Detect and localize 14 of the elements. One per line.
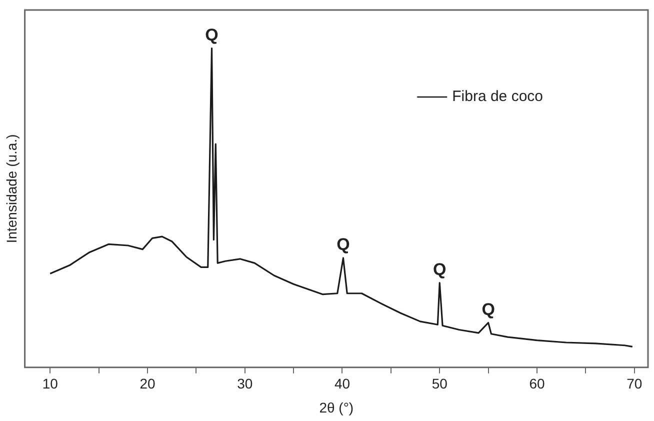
x-axis-title: 2θ (°)	[319, 399, 354, 416]
annotation: Q	[433, 260, 446, 280]
x-tick-label: 30	[237, 376, 253, 392]
annotation: Q	[205, 25, 218, 44]
x-tick-label: 50	[432, 376, 448, 392]
annotation: Q	[336, 235, 350, 254]
annotation: Q	[482, 300, 495, 319]
x-tick-label: 10	[42, 376, 58, 392]
x-tick-label: 60	[529, 376, 545, 392]
legend-label: Fibra de coco	[452, 88, 544, 106]
x-tick-label: 70	[626, 376, 642, 392]
y-axis-title: Intensidade (u.a.)	[3, 134, 20, 244]
x-tick-label: 20	[140, 376, 156, 392]
x-tick-label: 40	[334, 376, 350, 392]
